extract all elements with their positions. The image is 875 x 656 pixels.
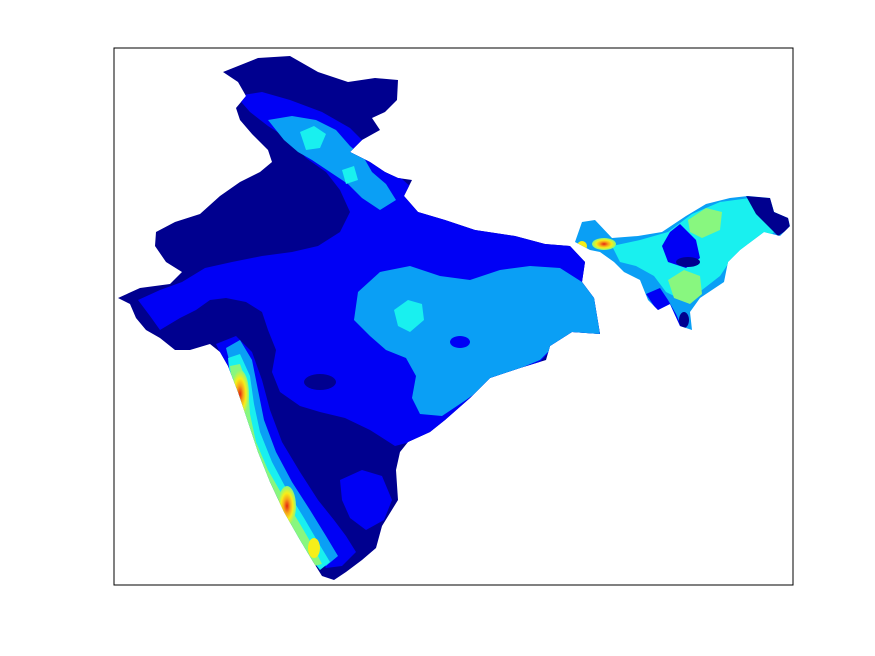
mainland-region: [118, 56, 600, 580]
contour-level-3-center: [394, 300, 424, 332]
ne-hotspot-west: [592, 238, 616, 250]
ne-contour-level-1: [662, 224, 700, 268]
pocket-level-0-c: [192, 313, 208, 323]
contour-level-3-north: [300, 126, 326, 150]
hotspot-ghats-tip: [308, 538, 320, 558]
pocket-level-0-b: [450, 336, 470, 348]
northeast-region: [575, 196, 790, 330]
ne-tail-level-0: [679, 312, 689, 328]
contour-level-1-deccan: [340, 470, 392, 530]
contour-level-3-ghats: [228, 354, 330, 570]
ne-hotspot-west-2: [577, 241, 587, 251]
hotspot-ghats-north: [231, 370, 249, 418]
contour-level-2-north: [268, 116, 396, 210]
ne-contour-level-0-tip: [746, 196, 790, 236]
contour-level-3-north2: [342, 166, 358, 184]
plot-frame: [113, 47, 794, 586]
hotspot-ghats-south: [278, 486, 296, 526]
ne-contour-level-4-north: [688, 208, 722, 238]
ne-contour-level-4-south: [668, 270, 702, 304]
contour-level-2-ghats: [226, 340, 338, 566]
ne-pocket-level-0: [676, 257, 700, 267]
pocket-level-0-a: [304, 374, 336, 390]
pocket-level-1-d: [220, 284, 232, 292]
